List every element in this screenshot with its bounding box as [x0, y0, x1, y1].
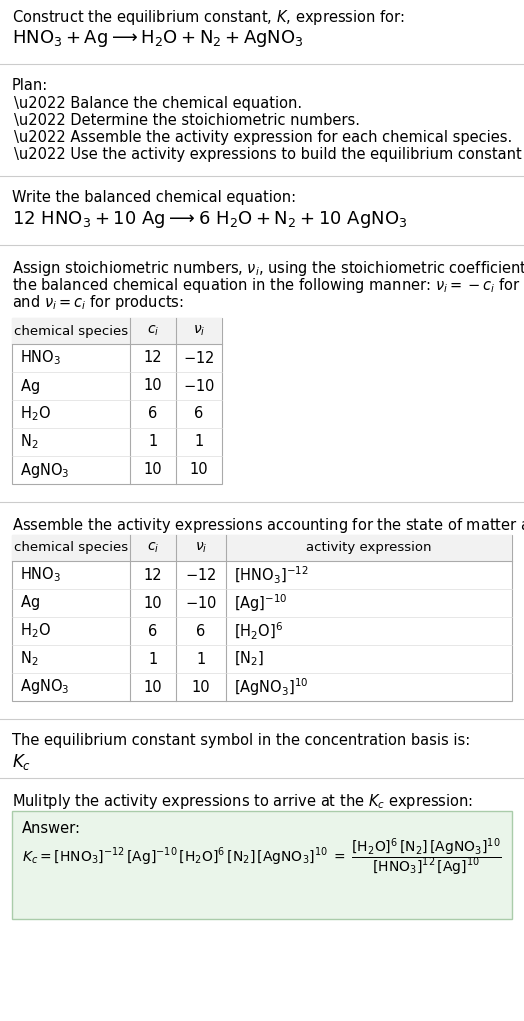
- Text: $K_c = [\mathrm{HNO_3}]^{-12}\,[\mathrm{Ag}]^{-10}\,[\mathrm{H_2O}]^{6}\,[\mathr: $K_c = [\mathrm{HNO_3}]^{-12}\,[\mathrm{…: [22, 836, 502, 878]
- Text: 1: 1: [196, 651, 205, 667]
- Text: 10: 10: [192, 680, 210, 694]
- Text: Assign stoichiometric numbers, $\nu_i$, using the stoichiometric coefficients, $: Assign stoichiometric numbers, $\nu_i$, …: [12, 259, 524, 278]
- Text: $c_i$: $c_i$: [147, 324, 159, 338]
- Text: $-12$: $-12$: [185, 567, 217, 583]
- Text: $\mathrm{H_2O}$: $\mathrm{H_2O}$: [20, 622, 51, 640]
- Text: 6: 6: [148, 406, 158, 422]
- Text: $\mathrm{Ag}$: $\mathrm{Ag}$: [20, 377, 40, 395]
- Text: activity expression: activity expression: [306, 541, 432, 554]
- Text: $\mathrm{12\ HNO_3 + 10\ Ag \longrightarrow 6\ H_2O + N_2 + 10\ AgNO_3}$: $\mathrm{12\ HNO_3 + 10\ Ag \longrightar…: [12, 209, 407, 230]
- Text: Answer:: Answer:: [22, 821, 81, 836]
- Bar: [12, 318, 222, 484]
- Text: $-10$: $-10$: [183, 378, 215, 394]
- Text: \u2022 Determine the stoichiometric numbers.: \u2022 Determine the stoichiometric numb…: [14, 113, 360, 128]
- Text: \u2022 Use the activity expressions to build the equilibrium constant expression: \u2022 Use the activity expressions to b…: [14, 147, 524, 162]
- Text: $\mathrm{HNO_3}$: $\mathrm{HNO_3}$: [20, 348, 61, 368]
- Text: the balanced chemical equation in the following manner: $\nu_i = -c_i$ for react: the balanced chemical equation in the fo…: [12, 276, 524, 295]
- Text: 10: 10: [144, 680, 162, 694]
- Bar: [12, 535, 512, 701]
- Text: and $\nu_i = c_i$ for products:: and $\nu_i = c_i$ for products:: [12, 293, 184, 312]
- Text: 10: 10: [190, 463, 209, 478]
- Text: 1: 1: [148, 651, 158, 667]
- Bar: [12, 318, 222, 344]
- Text: The equilibrium constant symbol in the concentration basis is:: The equilibrium constant symbol in the c…: [12, 733, 470, 748]
- Text: chemical species: chemical species: [14, 325, 128, 338]
- Text: $\mathrm{AgNO_3}$: $\mathrm{AgNO_3}$: [20, 460, 70, 480]
- Text: chemical species: chemical species: [14, 541, 128, 554]
- Text: $\mathrm{H_2O}$: $\mathrm{H_2O}$: [20, 404, 51, 424]
- Text: $[\mathrm{AgNO_3}]^{10}$: $[\mathrm{AgNO_3}]^{10}$: [234, 676, 309, 697]
- Text: \u2022 Assemble the activity expression for each chemical species.: \u2022 Assemble the activity expression …: [14, 130, 512, 145]
- Text: 12: 12: [144, 568, 162, 583]
- Text: 10: 10: [144, 595, 162, 611]
- Text: $\nu_i$: $\nu_i$: [195, 541, 207, 555]
- Bar: [12, 535, 512, 561]
- Text: 10: 10: [144, 463, 162, 478]
- Text: $\mathrm{HNO_3}$: $\mathrm{HNO_3}$: [20, 566, 61, 584]
- Text: Plan:: Plan:: [12, 78, 48, 93]
- Text: 6: 6: [194, 406, 204, 422]
- Bar: [12, 811, 512, 919]
- Text: 10: 10: [144, 379, 162, 393]
- Text: $[\mathrm{H_2O}]^{6}$: $[\mathrm{H_2O}]^{6}$: [234, 621, 283, 641]
- Text: $\nu_i$: $\nu_i$: [193, 324, 205, 338]
- Text: 12: 12: [144, 350, 162, 366]
- Text: 6: 6: [148, 624, 158, 638]
- Text: $-10$: $-10$: [185, 595, 217, 611]
- Text: $c_i$: $c_i$: [147, 541, 159, 555]
- Text: $\mathrm{AgNO_3}$: $\mathrm{AgNO_3}$: [20, 678, 70, 696]
- Text: $\mathrm{N_2}$: $\mathrm{N_2}$: [20, 649, 38, 669]
- Text: $\mathrm{Ag}$: $\mathrm{Ag}$: [20, 593, 40, 613]
- Text: 6: 6: [196, 624, 205, 638]
- Text: Construct the equilibrium constant, $K$, expression for:: Construct the equilibrium constant, $K$,…: [12, 8, 405, 27]
- Text: $[\mathrm{Ag}]^{-10}$: $[\mathrm{Ag}]^{-10}$: [234, 592, 288, 614]
- Text: $\mathrm{N_2}$: $\mathrm{N_2}$: [20, 433, 38, 451]
- Text: $K_c$: $K_c$: [12, 752, 31, 772]
- Text: Mulitply the activity expressions to arrive at the $K_c$ expression:: Mulitply the activity expressions to arr…: [12, 792, 473, 811]
- Text: Assemble the activity expressions accounting for the state of matter and $\nu_i$: Assemble the activity expressions accoun…: [12, 516, 524, 535]
- Text: \u2022 Balance the chemical equation.: \u2022 Balance the chemical equation.: [14, 96, 302, 111]
- Text: $\mathrm{HNO_3 + Ag \longrightarrow H_2O + N_2 + AgNO_3}$: $\mathrm{HNO_3 + Ag \longrightarrow H_2O…: [12, 28, 304, 49]
- Text: $-12$: $-12$: [183, 350, 215, 366]
- Text: 1: 1: [148, 435, 158, 449]
- Text: 1: 1: [194, 435, 204, 449]
- Text: $[\mathrm{N_2}]$: $[\mathrm{N_2}]$: [234, 649, 264, 668]
- Text: $[\mathrm{HNO_3}]^{-12}$: $[\mathrm{HNO_3}]^{-12}$: [234, 565, 309, 586]
- Text: Write the balanced chemical equation:: Write the balanced chemical equation:: [12, 190, 296, 205]
